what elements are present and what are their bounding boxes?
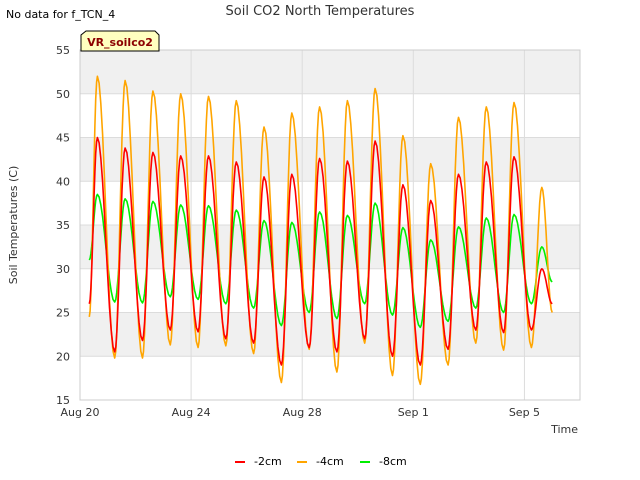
y-tick-label: 55 [56, 44, 70, 57]
y-tick-label: 40 [56, 175, 70, 188]
legend-label: -8cm [379, 455, 407, 468]
y-tick-label: 15 [56, 394, 70, 407]
no-data-note: No data for f_TCN_4 [6, 8, 116, 21]
band-layer [80, 50, 580, 357]
y-tick-label: 25 [56, 307, 70, 320]
x-tick-label: Aug 28 [283, 406, 322, 419]
site-label-background [80, 30, 160, 52]
chart-title: Soil CO2 North Temperatures [226, 4, 415, 19]
grid-band [80, 137, 580, 182]
series-line-neg2cm [88, 136, 553, 366]
site-label-box: VR_soilco2 [80, 30, 160, 52]
x-tick-label: Sep 1 [398, 406, 429, 419]
x-axis-label: Time [550, 423, 578, 436]
grid-band [80, 50, 580, 94]
y-tick-label: 45 [56, 132, 70, 145]
legend-label: -2cm [254, 455, 282, 468]
y-tick-label: 50 [56, 88, 70, 101]
y-tick-label: 30 [56, 263, 70, 276]
plot-border [79, 49, 581, 401]
site-label: VR_soilco2 [87, 36, 153, 49]
y-axis-label: Soil Temperatures (C) [7, 166, 20, 285]
series-layer [88, 75, 553, 386]
y-tick-labels: 15 20 25 30 35 40 45 50 55 [56, 44, 70, 407]
legend: -2cm -4cm -8cm [235, 455, 407, 468]
grid-band [80, 312, 580, 357]
x-tick-label: Aug 20 [61, 406, 100, 419]
y-tick-label: 20 [56, 350, 70, 363]
plot-background [79, 49, 581, 401]
y-tick-label: 35 [56, 219, 70, 232]
x-tick-label: Aug 24 [172, 406, 211, 419]
x-tick-label: Sep 5 [509, 406, 540, 419]
legend-label: -4cm [316, 455, 344, 468]
x-tick-labels: Aug 20 Aug 24 Aug 28 Sep 1 Sep 5 [61, 406, 541, 419]
